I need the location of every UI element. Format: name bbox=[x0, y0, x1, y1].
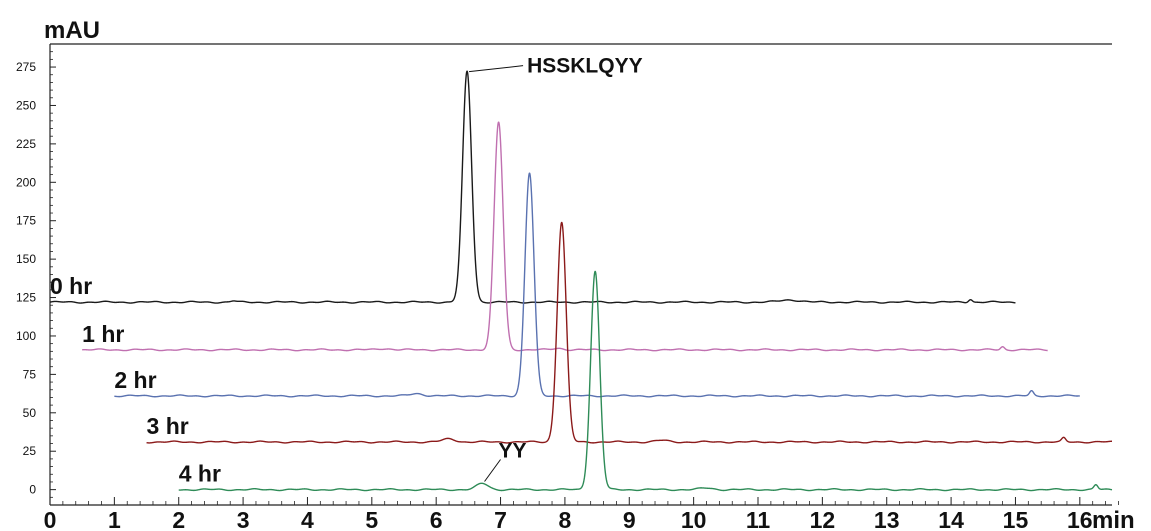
x-tick-label: 12 bbox=[810, 507, 836, 531]
series-line-3-hr bbox=[146, 221, 1113, 444]
y-tick-label: 225 bbox=[16, 137, 36, 151]
x-tick-label: 4 bbox=[301, 507, 314, 531]
x-tick-label: 10 bbox=[681, 507, 707, 531]
y-tick-label: 150 bbox=[16, 252, 36, 266]
series-label-layer: 0 hr 1 hr 2 hr 3 hr 4 hr bbox=[50, 273, 221, 486]
annotation-label: YY bbox=[499, 439, 527, 462]
series-line-1-hr bbox=[81, 121, 1049, 352]
x-tick-label: 15 bbox=[1003, 507, 1029, 531]
y-tick-label: 175 bbox=[16, 214, 36, 228]
x-axis: 0 1 2 3 4 5 6 7 8 9 10 11 12 13 14 15 16 bbox=[44, 497, 1119, 531]
series-label: 0 hr bbox=[50, 273, 92, 299]
annotation-leader-line bbox=[469, 65, 524, 73]
x-axis-label: min bbox=[1092, 507, 1135, 531]
series-label: 1 hr bbox=[82, 321, 124, 347]
y-tick-label: 50 bbox=[23, 406, 37, 420]
series-layer bbox=[49, 70, 1113, 492]
x-tick-label: 16 bbox=[1067, 507, 1093, 531]
y-tick-label: 200 bbox=[16, 175, 36, 189]
x-tick-label: 1 bbox=[108, 507, 121, 531]
annotation-label: HSSKLQYY bbox=[527, 55, 643, 78]
x-tick-label: 9 bbox=[623, 507, 636, 531]
series-line-0-hr bbox=[49, 70, 1016, 304]
annotation-leader-line bbox=[484, 459, 501, 482]
x-tick-label: 11 bbox=[746, 507, 771, 531]
x-tick-label: 14 bbox=[938, 507, 964, 531]
y-tick-label: 25 bbox=[23, 444, 37, 458]
x-tick-label: 13 bbox=[874, 507, 900, 531]
series-label: 2 hr bbox=[114, 367, 156, 393]
series-line-4-hr bbox=[178, 270, 1113, 492]
annotation-layer: HSSKLQYY YY bbox=[469, 55, 643, 482]
y-tick-label: 0 bbox=[29, 483, 36, 497]
y-tick-label: 100 bbox=[16, 329, 36, 343]
y-tick-label: 275 bbox=[16, 60, 36, 74]
x-tick-label: 5 bbox=[365, 507, 378, 531]
x-tick-label: 6 bbox=[430, 507, 443, 531]
y-tick-label: 125 bbox=[16, 291, 36, 305]
x-tick-label: 8 bbox=[559, 507, 572, 531]
y-axis-label: mAU bbox=[44, 17, 100, 44]
x-tick-label: 7 bbox=[494, 507, 507, 531]
y-axis: 0 25 50 75 100 125 150 175 200 225 250 275 bbox=[16, 43, 1112, 505]
y-tick-label: 75 bbox=[23, 367, 37, 381]
x-tick-label: 3 bbox=[237, 507, 250, 531]
x-tick-label: 0 bbox=[44, 507, 57, 531]
series-label: 4 hr bbox=[179, 461, 221, 487]
x-tick-label: 2 bbox=[172, 507, 185, 531]
y-tick-label: 250 bbox=[16, 98, 36, 112]
series-label: 3 hr bbox=[147, 413, 189, 439]
series-line-2-hr bbox=[113, 172, 1081, 398]
